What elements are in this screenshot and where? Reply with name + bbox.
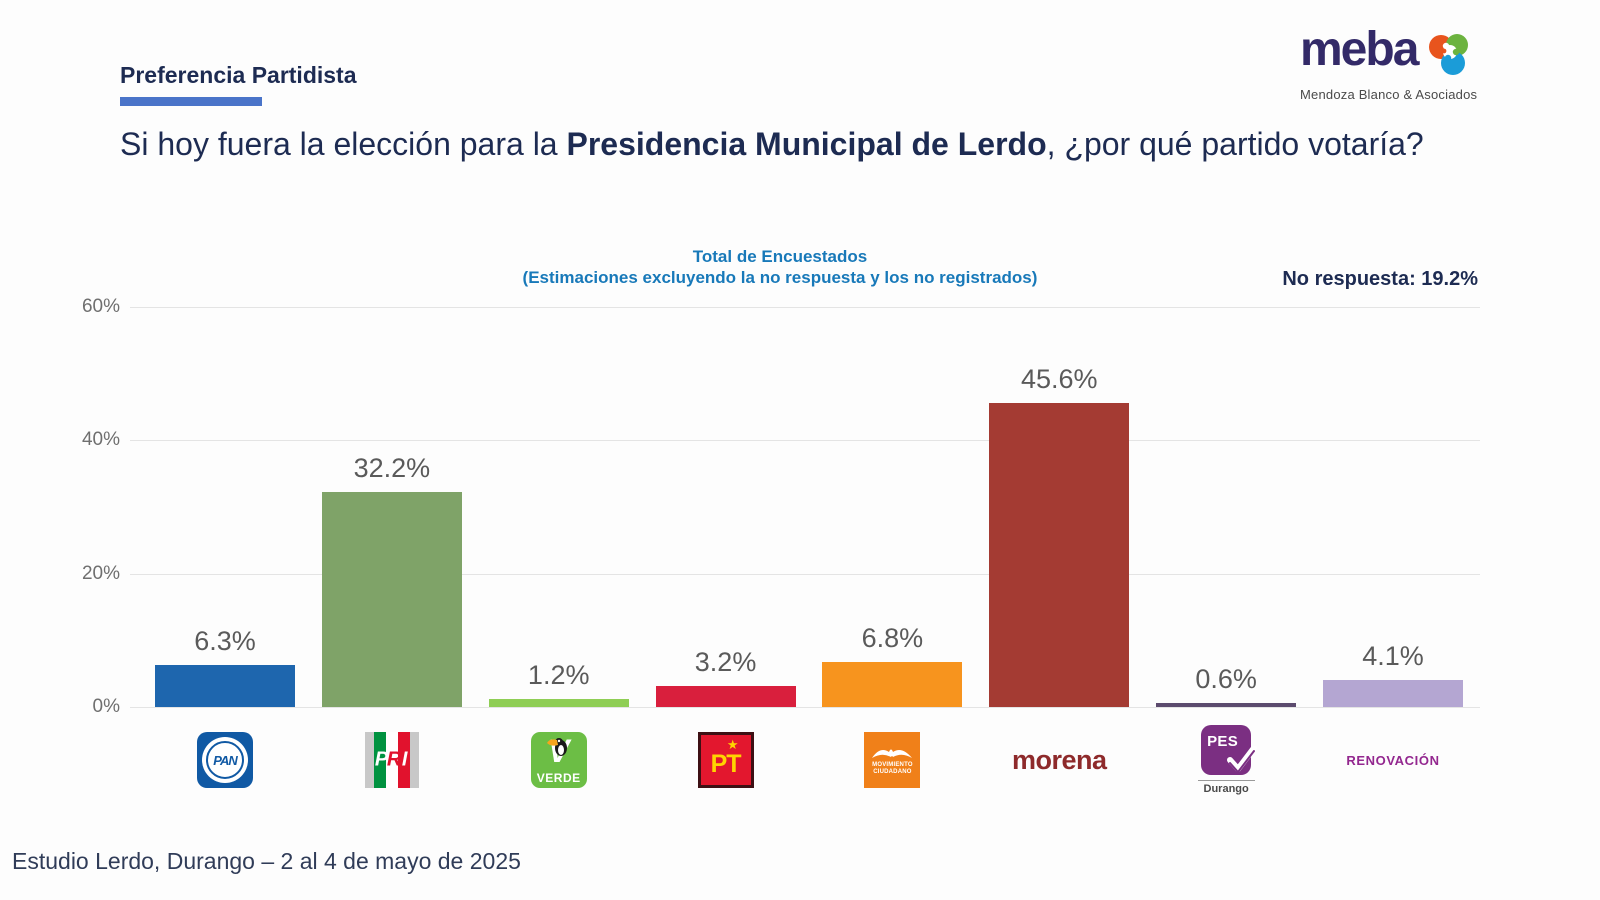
bar-value-label: 6.8% [861,622,924,653]
verde-logo: V VERDE [530,732,587,788]
y-axis-tick-label: 60% [81,296,120,317]
party-logos-row: PAN P R I V VERDE [155,718,1465,802]
bar-partido-verde [488,699,629,707]
bar-movimiento-ciudadano [822,661,963,707]
logo-slot: morena [989,718,1129,802]
pt-logo: ★ PT [697,732,754,788]
eagle-icon [872,749,913,758]
brand-name: meba [1300,23,1419,76]
question-bold: Presidencia Municipal de Lerdo [566,126,1047,162]
chart-title: Total de Encuestados [692,247,868,266]
bar-pan [155,665,295,707]
brand-logo: meba Mendoza Blanco & Asociados [1300,23,1530,103]
logo-slot: ★ PT [656,718,796,802]
gridline-20 [130,573,1480,575]
pri-logo: P R I [364,732,419,788]
y-axis-tick-label: 0% [92,696,120,717]
y-axis-tick-label: 40% [81,429,120,451]
checkmark-icon [1227,745,1258,777]
renovacion-logo: RENOVACIÓN [1346,752,1440,768]
brand-swirl-icon [1423,30,1473,85]
bar-value-label: 0.6% [1195,664,1257,694]
logo-slot: PAN [155,718,295,802]
gridline-0 [130,707,1480,708]
bar-renovación [1323,679,1463,707]
pan-logo: PAN [197,732,253,788]
question-title: Si hoy fuera la elección para la Preside… [120,122,1460,166]
gridline-40 [130,440,1480,442]
toucan-icon [545,736,571,763]
logo-slot: V VERDE [489,718,629,802]
morena-logo: morena [1012,744,1107,775]
y-axis-tick-label: 20% [81,562,120,584]
bar-pri [321,492,462,707]
logo-slot: PES Durango [1156,718,1296,802]
question-suffix: , ¿por qué partido votaría? [1046,126,1424,162]
bar-value-label: 1.2% [527,660,590,690]
section-accent-bar [120,97,262,106]
bar-chart-plot: 0% 20% 40% 60% 6.3% 32.2% 1.2% 3.2% 6.8% 45.6% 0.6… [82,296,1480,717]
logo-slot: RENOVACIÓN [1323,718,1463,802]
study-footnote: Estudio Lerdo, Durango – 2 al 4 de mayo … [12,848,521,874]
gridline-60 [130,307,1480,308]
question-prefix: Si hoy fuera la elección para la [120,126,567,162]
bar-value-label: 4.1% [1362,640,1424,671]
bar-value-label: 45.6% [1021,364,1098,394]
chart-subtitle: (Estimaciones excluyendo la no respuesta… [522,268,1038,287]
bar-pt [655,685,796,707]
no-response-note: No respuesta: 19.2% [1282,268,1478,290]
logo-slot: P R I [322,718,462,802]
bar-value-label: 6.3% [194,626,256,656]
movimiento-ciudadano-logo: MOVIMIENTO CIUDADANO [864,732,921,788]
bar-pes-durango [1156,703,1297,707]
section-label: Preferencia Partidista [120,62,357,88]
logo-slot: MOVIMIENTO CIUDADANO [822,718,962,802]
bar-value-label: 32.2% [353,453,431,484]
chart-title-block: Total de Encuestados (Estimaciones exclu… [130,246,1430,288]
pes-logo: PES Durango [1197,725,1258,795]
bar-morena [989,403,1130,707]
brand-tagline: Mendoza Blanco & Asociados [1300,87,1478,102]
bar-value-label: 3.2% [694,646,757,677]
